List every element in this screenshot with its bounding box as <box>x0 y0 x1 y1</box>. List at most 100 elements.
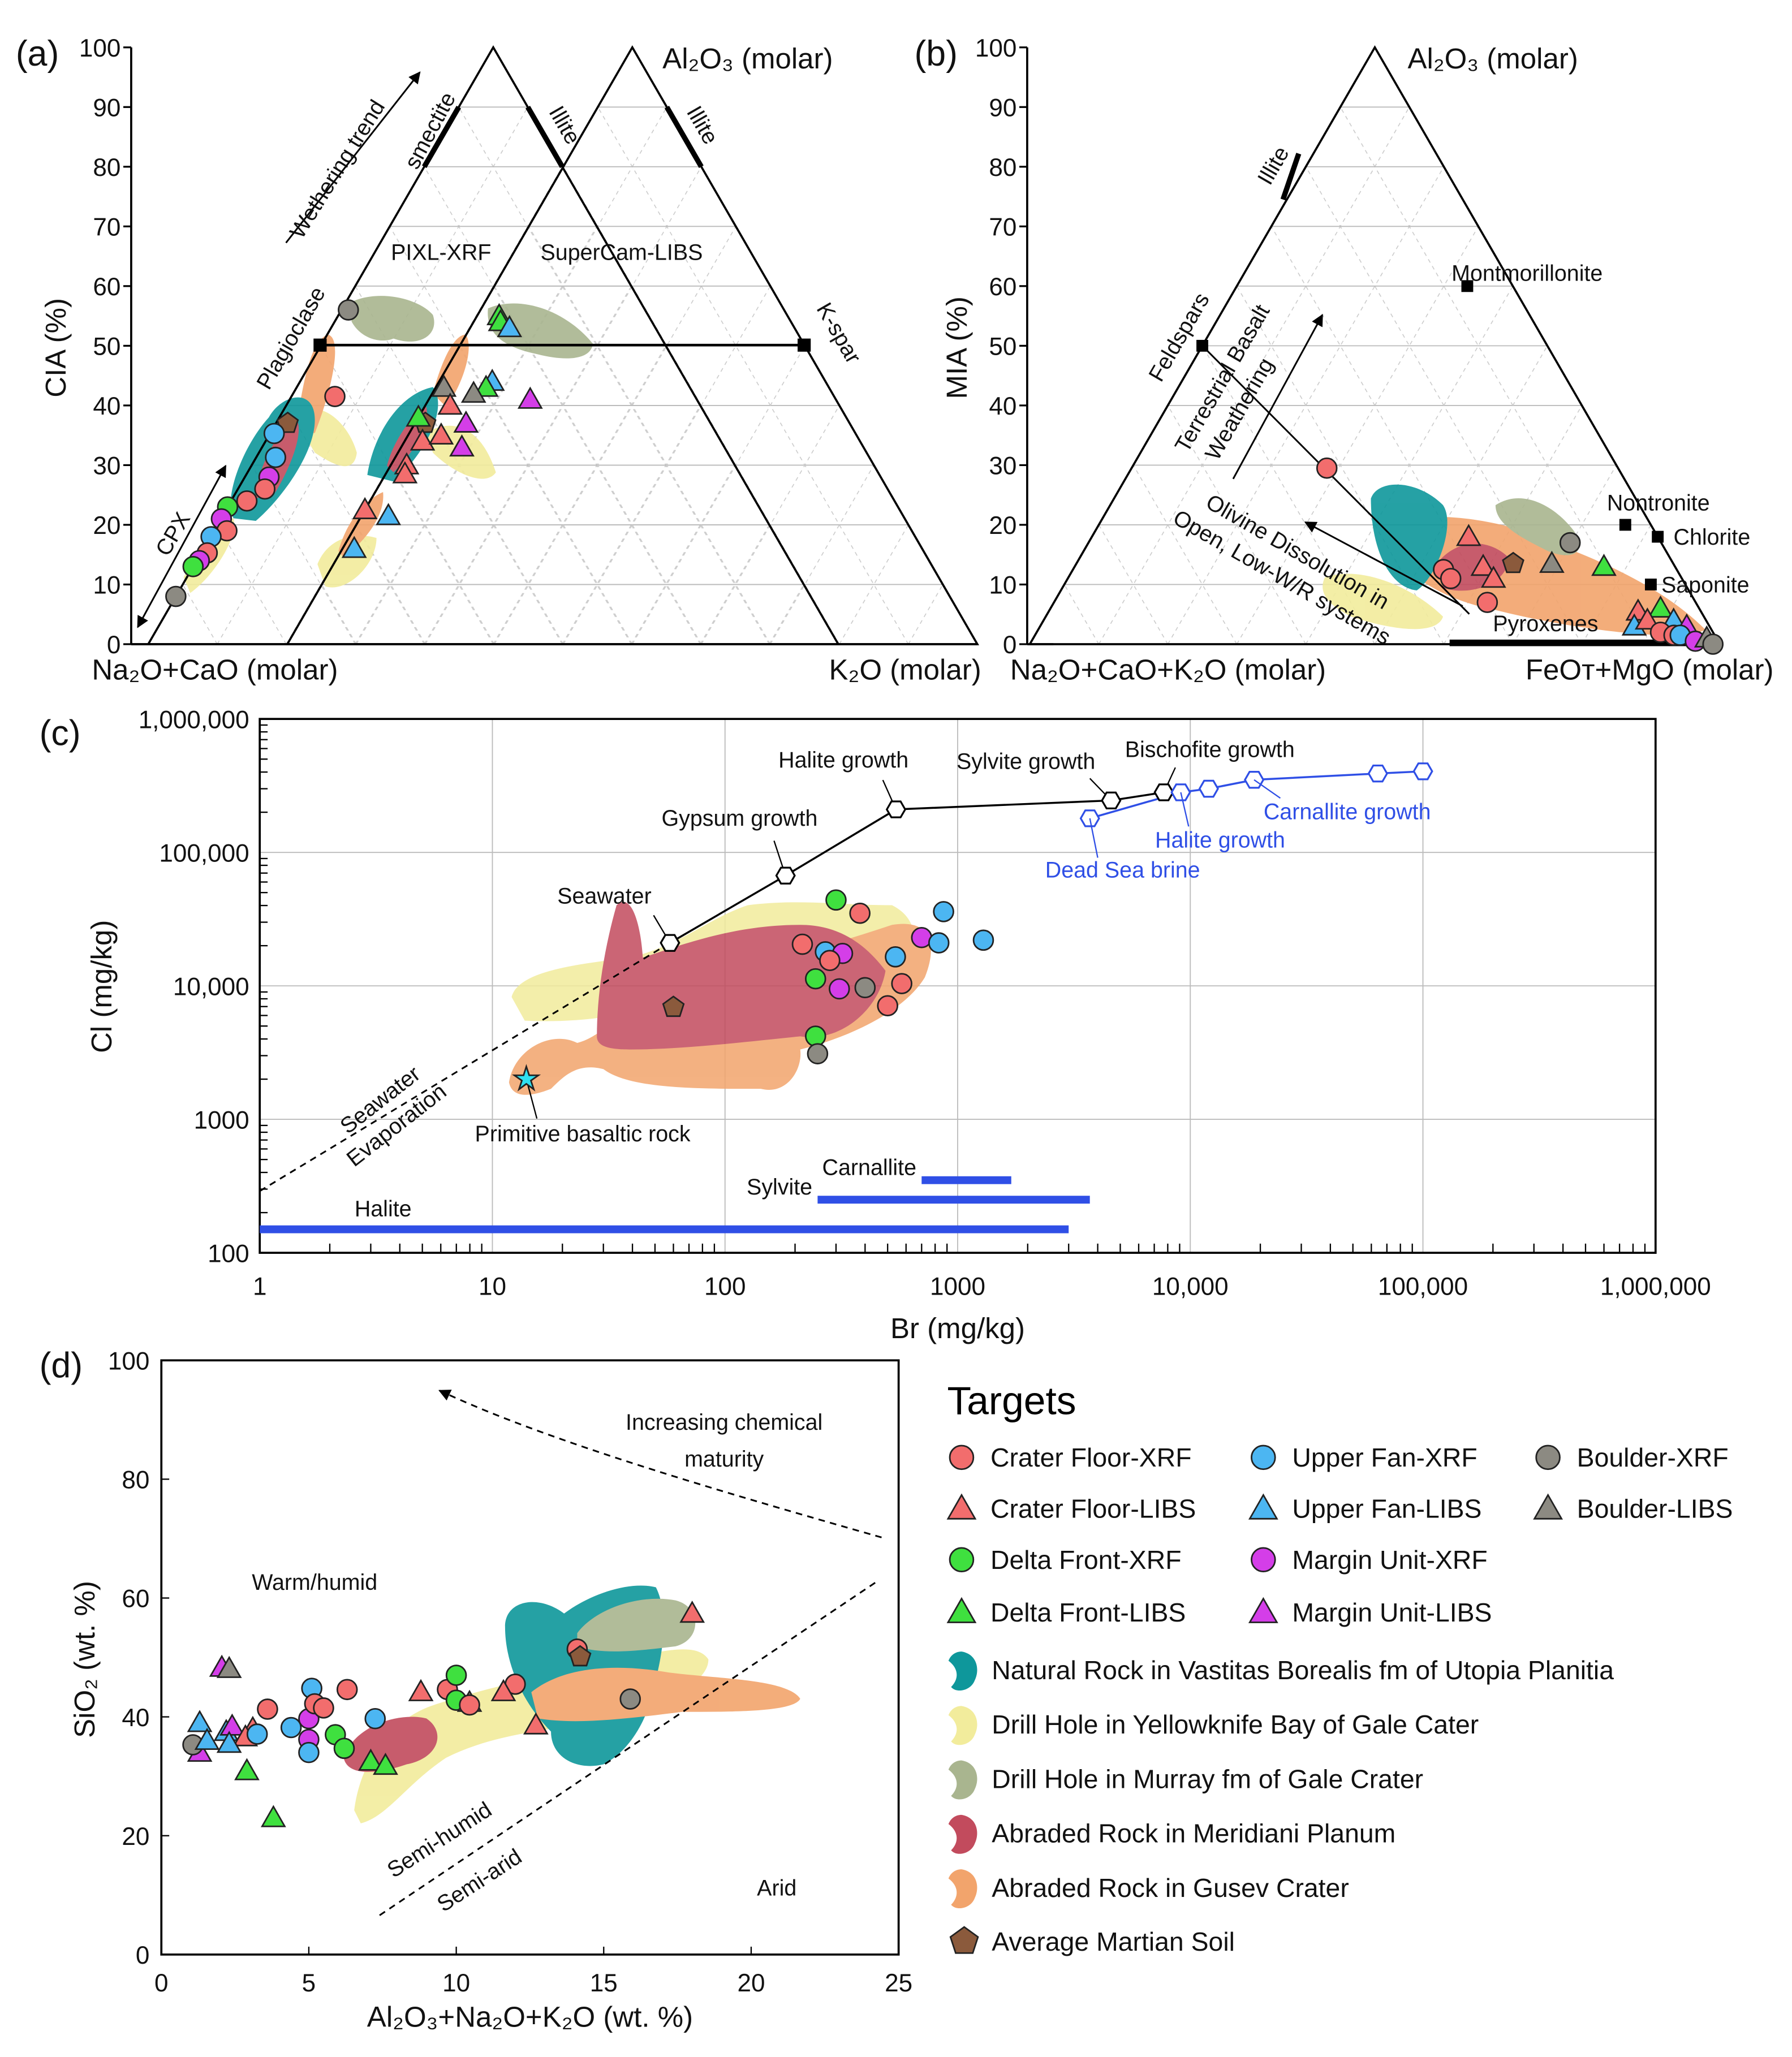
marker-delta-front-libs <box>234 1758 260 1780</box>
legend-item: Upper Fan-LIBS <box>1248 1493 1481 1524</box>
panel-a-apex-label: Al₂O₃ (molar) <box>662 42 833 75</box>
y-tick-label: 30 <box>989 452 1016 480</box>
y-tick-label: 10 <box>989 572 1016 600</box>
y-tick-label: 0 <box>136 1942 149 1969</box>
feldspars-label: Feldspars <box>1144 288 1214 386</box>
panel-a-points <box>165 299 543 607</box>
y-tick-label: 100 <box>208 1240 249 1267</box>
panel-a-y-axis: 0 10 20 30 40 50 60 70 80 90 100 <box>79 35 158 659</box>
legend-label: Upper Fan-LIBS <box>1292 1494 1481 1524</box>
marker-crater-floor-xrf <box>459 1694 480 1716</box>
cpx-arrow <box>137 464 227 628</box>
marker-crater-floor-xrf <box>257 1698 278 1720</box>
marker-delta-front-libs <box>358 1748 384 1771</box>
arid-label: Arid <box>757 1875 796 1900</box>
y-tick-label: 20 <box>989 512 1016 540</box>
gridline <box>182 584 218 645</box>
legend-label: Margin Unit-LIBS <box>1292 1598 1492 1627</box>
seawater-stage-label: Sylvite growth <box>957 749 1095 774</box>
panel-b-minerals: Montmorillonite Nontronite Chlorite Saponit… <box>1196 261 1750 597</box>
panel-c-label: (c) <box>40 714 81 753</box>
marker-boulder-xrf <box>854 977 876 999</box>
x-tick-label: 1,000,000 <box>1600 1273 1711 1300</box>
panel-b-y-label: MIA (%) <box>941 296 973 399</box>
panel-c-x-label: Br (mg/kg) <box>890 1312 1025 1344</box>
marker-delta-front-xrf <box>445 1664 467 1686</box>
panel-c-axes: 1 10 100 1000 10,000 100,000 1,000,000 100 1000 1… <box>139 706 1711 1300</box>
marker-crater-floor-libs <box>437 393 463 415</box>
legend-item: Margin Unit-LIBS <box>1248 1597 1492 1627</box>
panel-a-regions <box>183 296 593 593</box>
y-tick-label: 100 <box>108 1347 150 1375</box>
gridline <box>769 584 804 645</box>
y-tick-label: 60 <box>989 273 1016 301</box>
region-murray <box>577 1598 696 1651</box>
panel-a: (a) 0 10 20 30 40 50 60 70 80 90 100 CIA (%) Al₂O₃… <box>16 34 981 685</box>
legend-label: Drill Hole in Yellowknife Bay of Gale Ca… <box>992 1710 1479 1739</box>
marker-crater-floor-libs <box>428 422 454 445</box>
marker-upper-fan-xrf <box>1251 1444 1276 1470</box>
mineral-bar-label: Halite <box>355 1196 412 1221</box>
marker-boulder-xrf <box>338 299 359 321</box>
seawater-stage-marker <box>1101 791 1122 809</box>
marker-margin-unit-libs <box>449 434 475 457</box>
marker-crater-floor-xrf <box>254 478 276 500</box>
kspar-marker <box>798 338 811 352</box>
region-gusev <box>531 1667 800 1722</box>
marker-delta-front-libs <box>1648 595 1673 618</box>
legend-item: Abraded Rock in Meridiani Planum <box>948 1814 1395 1854</box>
marker-crater-floor-xrf <box>1316 457 1338 479</box>
dead-sea-stage-marker <box>1367 764 1388 783</box>
marker-delta-front-xrf <box>825 889 847 911</box>
y-tick-label: 40 <box>93 393 120 420</box>
marker-crater-floor-xrf <box>819 950 841 971</box>
legend-item: Crater Floor-XRF <box>949 1443 1192 1472</box>
x-tick-label: 25 <box>885 1969 912 1997</box>
panel-c-marks: Carnallite Sylvite Halite Seawater Gypsum gr… <box>259 737 1433 1234</box>
marker-crater-floor-xrf <box>849 902 871 924</box>
marker-boulder-xrf <box>1702 633 1724 655</box>
x-tick-label: 10,000 <box>1152 1273 1229 1300</box>
marker-delta-front-libs <box>260 1805 286 1827</box>
marker-delta-front-xrf <box>949 1547 975 1573</box>
seawater-stage-label: Seawater <box>557 884 651 909</box>
gridline <box>1132 465 1238 645</box>
legend-item: Abraded Rock in Gusev Crater <box>948 1869 1349 1909</box>
x-tick-label: 100 <box>704 1273 746 1300</box>
panel-a-left-label: Na₂O+CaO (molar) <box>92 654 338 686</box>
dead-sea-stage-label: Halite growth <box>1155 827 1285 852</box>
y-tick-label: 1000 <box>194 1106 249 1134</box>
panel-a-grid <box>182 106 944 645</box>
marker-margin-unit-libs <box>1248 1597 1278 1623</box>
panel-b-points <box>1316 457 1724 655</box>
y-tick-label: 50 <box>989 333 1016 361</box>
seawater-stage-marker <box>660 934 680 952</box>
marker-upper-fan-libs <box>194 1727 220 1750</box>
gridline <box>356 106 667 645</box>
x-tick-label: 1 <box>253 1273 266 1300</box>
marker-delta-front-xrf <box>804 1025 826 1047</box>
legend-item: Margin Unit-XRF <box>1251 1545 1488 1575</box>
marker-upper-fan-xrf <box>263 422 285 445</box>
marker-crater-floor-libs <box>408 1679 434 1701</box>
kspar-label: K-spar <box>812 299 866 368</box>
panel-b-left-label: Na₂O+CaO+K₂O (molar) <box>1010 654 1326 686</box>
y-tick-label: 70 <box>989 214 1016 242</box>
panel-c-regions <box>509 902 931 1095</box>
x-tick-label: 20 <box>737 1969 765 1997</box>
mineral-bar-label: Sylvite <box>747 1175 812 1200</box>
mineral-marker <box>1619 519 1631 531</box>
feldspar-tie-line <box>1201 344 1470 615</box>
panel-b-right-label: FeOᴛ+MgO (molar) <box>1526 654 1774 686</box>
weathering-trend-arrow <box>285 71 421 244</box>
weathering-trend-label: Wethering trend <box>285 96 390 243</box>
marker-primitive-basalt-star <box>511 1064 541 1092</box>
marker-upper-fan-xrf <box>280 1717 302 1739</box>
marker-crater-floor-libs <box>1470 553 1496 576</box>
gridline <box>458 106 770 645</box>
marker-crater-floor-libs <box>679 1600 705 1623</box>
marker-crater-floor-xrf <box>336 1679 358 1701</box>
marker-crater-floor-xrf <box>1440 568 1462 589</box>
gridline <box>770 465 875 645</box>
marker-delta-front-libs <box>406 404 432 427</box>
